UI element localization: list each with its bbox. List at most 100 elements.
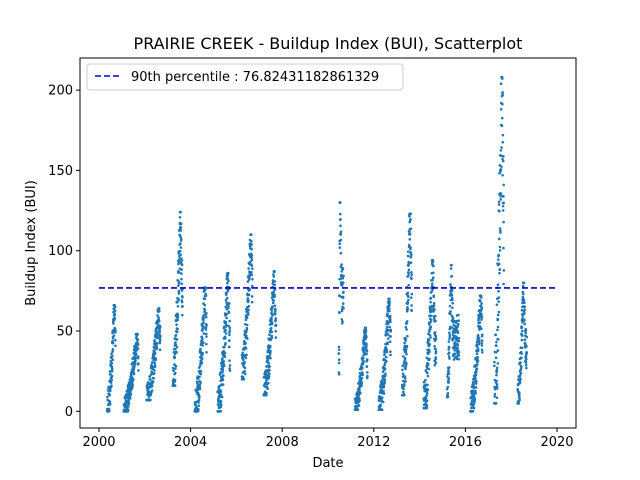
data-point xyxy=(403,377,407,380)
data-point xyxy=(501,102,504,106)
data-point xyxy=(493,392,497,396)
data-point xyxy=(179,253,183,256)
data-point xyxy=(180,237,183,241)
data-point xyxy=(496,313,500,317)
data-point xyxy=(457,336,461,340)
data-point xyxy=(498,271,501,275)
data-point xyxy=(111,350,114,353)
data-point xyxy=(339,238,343,242)
data-point xyxy=(365,349,369,353)
legend-entry-label: 90th percentile : 76.82431182861329 xyxy=(131,70,379,85)
data-point xyxy=(520,346,524,350)
data-point xyxy=(110,369,114,373)
data-point xyxy=(422,399,426,402)
data-point xyxy=(497,310,501,314)
data-point xyxy=(179,210,182,214)
data-point xyxy=(429,320,432,324)
data-point xyxy=(202,319,205,322)
data-point xyxy=(244,341,247,345)
data-point xyxy=(432,294,436,298)
data-point xyxy=(432,304,436,308)
data-point xyxy=(245,316,249,319)
data-point xyxy=(388,309,391,313)
data-point xyxy=(198,375,201,379)
data-point xyxy=(409,255,413,259)
data-point xyxy=(404,326,408,329)
data-point xyxy=(272,275,276,278)
data-point xyxy=(154,357,158,361)
data-point xyxy=(268,344,272,348)
data-point xyxy=(448,335,452,338)
data-point xyxy=(337,345,341,349)
data-point xyxy=(402,383,406,386)
data-point xyxy=(219,404,223,407)
data-point xyxy=(270,321,274,324)
data-point xyxy=(500,146,503,149)
data-point xyxy=(521,290,525,294)
data-point xyxy=(172,369,175,373)
data-point xyxy=(409,246,412,249)
data-point xyxy=(341,320,344,323)
data-point xyxy=(227,279,230,283)
data-point xyxy=(501,140,505,144)
data-point xyxy=(424,369,428,373)
data-point xyxy=(495,370,498,374)
data-point xyxy=(520,329,524,333)
data-point xyxy=(493,394,496,398)
data-point xyxy=(269,326,273,330)
data-point xyxy=(114,344,117,348)
data-point xyxy=(362,360,365,363)
x-tick-label: 2004 xyxy=(174,435,207,450)
data-point xyxy=(136,343,140,346)
data-point xyxy=(383,381,387,385)
data-point xyxy=(149,398,152,402)
data-point xyxy=(427,367,431,371)
data-point xyxy=(136,341,139,344)
y-axis-label: Buildup Index (BUI) xyxy=(24,180,39,306)
data-point xyxy=(495,387,499,390)
data-point xyxy=(384,372,387,376)
data-point xyxy=(133,365,136,369)
data-point xyxy=(251,277,254,281)
data-point xyxy=(199,347,202,351)
data-point xyxy=(497,262,501,266)
scatter-points xyxy=(105,75,529,413)
data-point xyxy=(250,239,253,243)
data-point xyxy=(171,366,175,370)
data-point xyxy=(404,337,408,341)
data-point xyxy=(111,341,115,345)
data-point xyxy=(469,410,473,413)
data-point xyxy=(502,246,505,250)
data-point xyxy=(145,398,149,402)
data-point xyxy=(148,378,152,381)
data-point xyxy=(174,333,178,337)
plot-frame xyxy=(79,57,577,429)
data-point xyxy=(409,253,413,257)
data-point xyxy=(266,381,270,385)
data-point xyxy=(404,350,408,354)
data-point xyxy=(203,309,207,312)
data-point xyxy=(523,305,527,309)
data-point xyxy=(174,364,178,368)
data-point xyxy=(341,302,345,305)
data-point xyxy=(224,336,227,340)
data-point xyxy=(110,352,113,355)
data-point xyxy=(475,367,479,370)
data-point xyxy=(273,293,276,297)
data-point xyxy=(109,381,113,384)
data-point xyxy=(456,325,459,329)
data-point xyxy=(524,328,528,332)
data-point xyxy=(241,375,245,379)
data-point xyxy=(447,351,451,354)
data-point xyxy=(228,333,231,337)
data-point xyxy=(516,401,520,405)
data-point xyxy=(136,355,140,359)
data-point xyxy=(251,267,254,270)
data-point xyxy=(476,345,479,349)
data-point xyxy=(524,357,528,361)
data-point xyxy=(129,393,133,396)
data-point xyxy=(106,410,110,413)
data-point xyxy=(179,226,182,229)
data-point xyxy=(525,335,529,339)
data-point xyxy=(244,332,247,335)
